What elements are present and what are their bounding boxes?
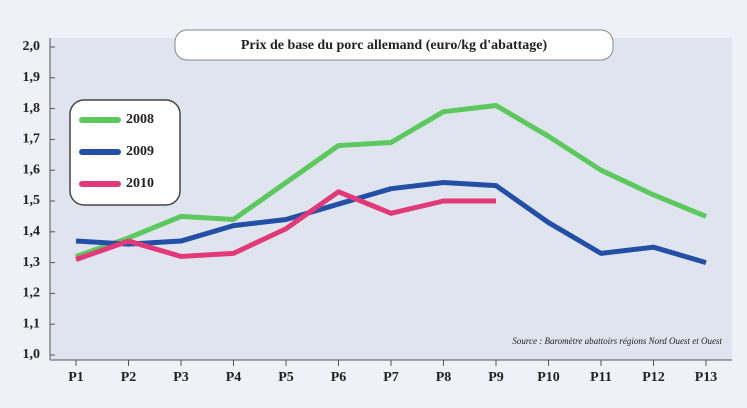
y-tick-label: 1,1 (23, 316, 41, 331)
y-tick-label: 1,5 (23, 193, 41, 208)
x-tick-label: P12 (642, 370, 665, 385)
x-tick-label: P7 (383, 370, 399, 385)
y-tick-label: 1,9 (23, 70, 41, 85)
legend-label: 2008 (126, 112, 154, 127)
legend-box (69, 99, 181, 206)
y-tick-label: 1,0 (23, 347, 41, 362)
line-series (75, 189, 496, 262)
y-tick-label: 1,8 (23, 101, 41, 116)
legend-label: 2009 (126, 144, 154, 159)
legend-label: 2010 (126, 176, 154, 191)
x-tick-label: P8 (436, 370, 452, 385)
chart-title: Prix de base du porc allemand (euro/kg d… (241, 38, 548, 53)
x-tick-label: P9 (488, 370, 504, 385)
line-series (75, 103, 707, 259)
x-tick-label: P6 (331, 370, 347, 385)
y-tick-label: 2,0 (23, 39, 41, 54)
annotation: Source : Baromètre abattoirs régions Nor… (512, 336, 722, 346)
x-tick-label: P13 (695, 370, 718, 385)
title-box (174, 29, 614, 61)
x-tick-label: P5 (278, 370, 294, 385)
y-tick-label: 1,7 (23, 132, 41, 147)
y-tick-label: 1,2 (23, 286, 41, 301)
y-tick-label: 1,3 (23, 255, 41, 270)
line-series (75, 180, 707, 265)
x-tick-label: P11 (590, 370, 612, 385)
x-tick-label: P1 (68, 370, 84, 385)
x-tick-label: P3 (173, 370, 189, 385)
x-tick-label: P2 (121, 370, 137, 385)
y-tick-label: 1,6 (23, 162, 41, 177)
x-tick-label: P10 (537, 370, 560, 385)
y-tick-label: 1,4 (23, 224, 41, 239)
x-tick-label: P4 (226, 370, 242, 385)
